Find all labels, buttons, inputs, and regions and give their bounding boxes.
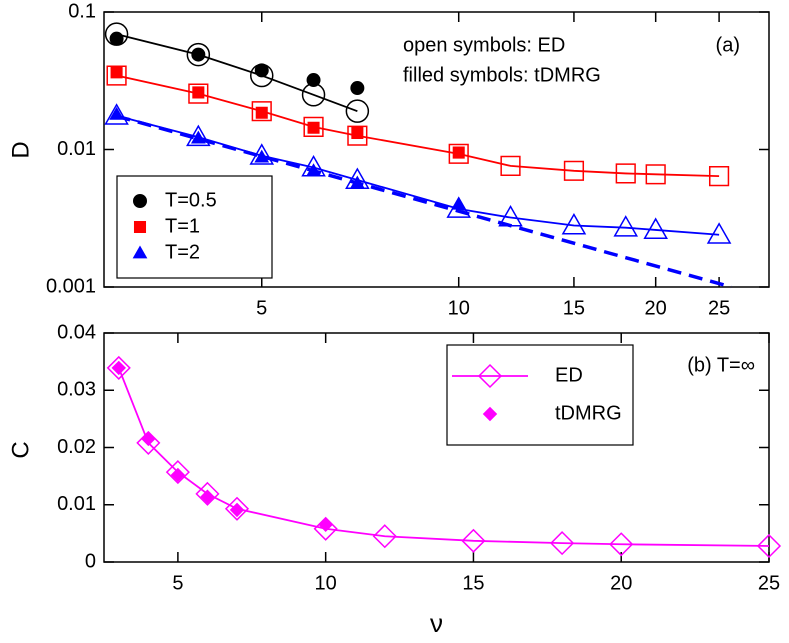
- x-tick-label: 20: [645, 297, 667, 319]
- marker: [254, 149, 270, 163]
- annotation: open symbols: ED: [403, 34, 565, 56]
- marker: [111, 360, 126, 376]
- x-tick-label: 15: [563, 297, 585, 319]
- legend-label: T=0.5: [165, 189, 217, 211]
- marker: [224, 496, 250, 521]
- legend-marker: [482, 406, 498, 422]
- legend-box: [446, 344, 634, 446]
- marker: [195, 481, 220, 506]
- x-tick-label: 10: [315, 572, 337, 594]
- panel: 5 10 15 20 25 0 0.01 0.02 0.03 0.04 Cν (b) T=∞ ED tDM…: [7, 321, 780, 638]
- legend-marker: [133, 220, 147, 234]
- y-tick-label: 0.03: [57, 379, 96, 401]
- marker: [563, 160, 585, 181]
- marker: [448, 143, 469, 164]
- marker: [451, 196, 467, 210]
- marker: [351, 126, 364, 139]
- marker: [306, 73, 321, 88]
- y-tick-label: 0: [85, 550, 96, 572]
- y-tick-label: 0.01: [57, 493, 96, 515]
- legend-label: T=2: [165, 241, 200, 263]
- marker: [372, 524, 397, 549]
- marker: [251, 101, 272, 122]
- marker: [255, 106, 268, 119]
- marker: [106, 355, 131, 380]
- marker: [191, 47, 206, 62]
- marker: [643, 217, 668, 239]
- x-tick-label: 25: [758, 572, 780, 594]
- marker: [186, 124, 211, 147]
- legend-label: T=1: [165, 215, 200, 237]
- y-axis-label: C: [7, 441, 34, 458]
- legend-marker: [133, 194, 147, 208]
- legend-label: tDMRG: [555, 402, 622, 424]
- x-tick-label: 25: [708, 297, 730, 319]
- annotation: (b) T=∞: [687, 354, 755, 376]
- marker: [165, 460, 190, 485]
- x-tick-label: 15: [462, 572, 484, 594]
- marker: [350, 81, 365, 96]
- marker: [708, 166, 730, 187]
- marker: [303, 116, 324, 138]
- x-tick-label: 5: [256, 297, 267, 319]
- marker: [347, 125, 368, 146]
- legend-marker: [477, 363, 503, 389]
- marker: [613, 215, 639, 237]
- marker: [200, 489, 215, 504]
- legend-label: ED: [555, 364, 583, 386]
- series-line: [116, 114, 732, 289]
- plot-frame: [103, 332, 770, 563]
- marker: [349, 175, 365, 189]
- marker: [609, 532, 634, 557]
- marker: [106, 65, 127, 86]
- marker: [104, 103, 129, 125]
- annotation: filled symbols: tDMRG: [403, 64, 601, 86]
- y-tick-label: 0.1: [68, 0, 96, 22]
- y-tick-label: 0.001: [46, 275, 96, 297]
- y-tick-label: 0.01: [57, 138, 96, 160]
- marker: [500, 155, 521, 176]
- marker: [190, 130, 206, 144]
- marker: [254, 63, 269, 78]
- marker: [186, 42, 211, 67]
- marker: [109, 106, 124, 120]
- marker: [452, 146, 465, 159]
- series-line: [117, 367, 770, 547]
- marker: [550, 531, 575, 556]
- legend-marker: [132, 245, 148, 259]
- marker: [498, 205, 523, 227]
- annotation: (a): [716, 34, 740, 56]
- marker: [110, 66, 123, 79]
- legend: ED tDMRG: [446, 344, 634, 446]
- marker: [136, 430, 161, 455]
- marker: [706, 222, 732, 244]
- y-axis-label: D: [7, 141, 34, 158]
- x-axis-label: ν: [430, 608, 443, 638]
- marker: [318, 517, 333, 532]
- x-tick-label: 10: [448, 297, 470, 319]
- marker: [461, 528, 486, 553]
- x-tick-label: 5: [172, 572, 183, 594]
- marker: [345, 99, 370, 123]
- series-line: [116, 33, 358, 113]
- marker: [645, 164, 666, 185]
- y-tick-label: 0.04: [57, 321, 96, 343]
- marker: [170, 467, 186, 483]
- marker: [249, 143, 275, 165]
- marker: [192, 86, 205, 99]
- marker: [561, 213, 587, 235]
- marker: [109, 31, 124, 46]
- marker: [756, 533, 782, 559]
- y-tick-label: 0.02: [57, 436, 96, 458]
- marker: [141, 431, 156, 447]
- marker: [313, 516, 338, 541]
- marker: [615, 163, 636, 184]
- marker: [306, 163, 321, 177]
- marker: [188, 83, 209, 104]
- marker: [229, 502, 245, 518]
- marker: [307, 121, 320, 134]
- x-tick-label: 20: [610, 572, 632, 594]
